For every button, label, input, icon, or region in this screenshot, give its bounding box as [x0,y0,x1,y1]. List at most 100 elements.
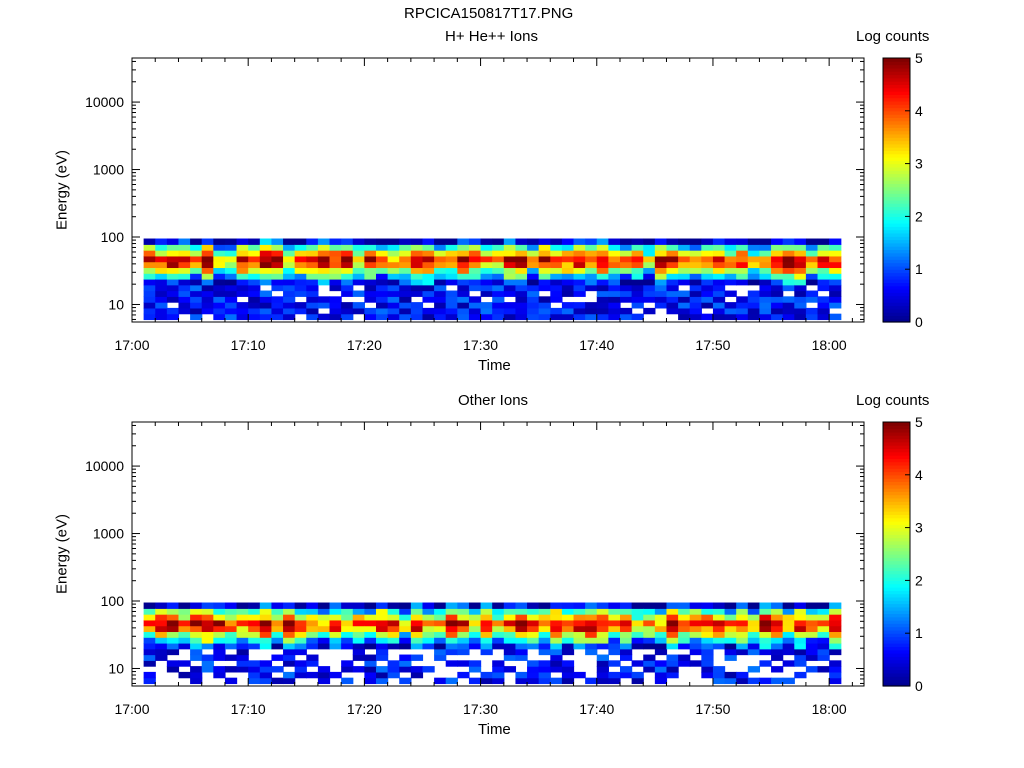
heatmap-cell [155,654,168,661]
heatmap-cell [410,654,424,661]
heatmap-cell [457,637,470,644]
heatmap-cell [608,296,621,303]
heatmap-cell [376,602,389,609]
heatmap-cell [364,313,377,321]
heatmap-cell [492,238,505,245]
heatmap-cell [689,284,702,292]
heatmap-cell [480,619,493,627]
heatmap-cell [782,608,795,615]
heatmap-cell [155,290,168,297]
heatmap-cell [654,671,668,679]
heatmap-cell [654,250,668,257]
heatmap-cell [468,631,482,638]
heatmap-cell [468,660,482,667]
colorbar-segment [883,74,910,79]
heatmap-cell [771,238,784,245]
heatmap-cell [771,608,784,615]
heatmap-cell [747,677,761,685]
heatmap-cell [376,284,389,292]
heatmap-cell [492,296,505,303]
heatmap-cell [678,313,691,321]
heatmap-cell [294,290,307,297]
heatmap-cell [341,250,354,257]
heatmap-cell [178,614,191,621]
heatmap-cell [689,614,702,621]
heatmap-cell [434,631,447,638]
heatmap-cell [329,255,342,263]
heatmap-cell [236,660,249,667]
heatmap-cell [224,608,238,615]
heatmap-cell [620,290,633,297]
heatmap-cell [678,278,691,286]
heatmap-cell [399,296,412,303]
heatmap-cell [701,261,714,269]
heatmap-cell [527,666,540,673]
heatmap-cell [643,307,656,315]
heatmap-cell [782,614,795,621]
heatmap-cell [736,642,749,650]
colorbar-segment [883,501,910,506]
heatmap-cell [178,631,191,638]
heatmap-cell [596,602,609,609]
heatmap-cell [445,602,458,609]
heatmap-cell [678,244,691,251]
heatmap-cell [213,296,226,303]
heatmap-cell [248,602,261,609]
heatmap-cell [213,244,226,251]
heatmap-cell [434,313,447,321]
heatmap-cell [190,284,203,292]
colorbar-segment [883,554,910,558]
heatmap-cell [143,631,156,638]
heatmap-cell [596,614,609,621]
heatmap-cell [829,284,842,292]
heatmap-cell [166,238,180,245]
heatmap-cell [294,666,307,673]
heatmap-cell [515,273,528,280]
heatmap-cell [515,637,528,644]
heatmap-cell [736,625,749,633]
colorbar-segment [883,176,910,181]
heatmap-cell [445,648,458,656]
heatmap-cell [143,261,156,269]
colorbar-segment [883,163,910,168]
heatmap-cell [457,625,470,633]
heatmap-cell [480,671,493,679]
heatmap-cell [712,238,726,245]
heatmap-cell [794,290,807,297]
heatmap-cell [550,648,563,656]
heatmap-cell [190,290,203,297]
heatmap-cell [422,238,435,245]
heatmap-cell [480,602,493,609]
heatmap-cell [689,313,702,321]
heatmap-cell [259,307,273,315]
heatmap-cell [596,671,609,679]
heatmap-cell [457,290,470,297]
heatmap-cell [712,244,726,251]
heatmap-cell [608,250,621,257]
heatmap-cell [573,625,586,633]
heatmap-cell [166,614,180,621]
heatmap-cell [434,250,447,257]
heatmap-cell [317,244,331,251]
heatmap-cell [434,290,447,297]
heatmap-cell [294,648,307,656]
heatmap-cell [306,602,319,609]
heatmap-cell [771,602,784,609]
heatmap-cell [678,302,691,309]
heatmap-cell [643,273,656,280]
heatmap-cell [585,267,598,274]
heatmap-cell [759,261,772,269]
heatmap-cell [712,255,726,263]
heatmap-cell [561,642,575,650]
colorbar-segment [883,249,910,254]
heatmap-cell [445,631,458,638]
heatmap-cell [817,267,830,274]
heatmap-cell [561,284,575,292]
heatmap-cell [805,250,819,257]
colorbar-frame [882,57,911,323]
heatmap-cell [654,238,668,245]
heatmap-cell [515,307,528,315]
heatmap-cell [259,614,273,621]
heatmap-cell [620,614,633,621]
heatmap-cell [178,660,191,667]
